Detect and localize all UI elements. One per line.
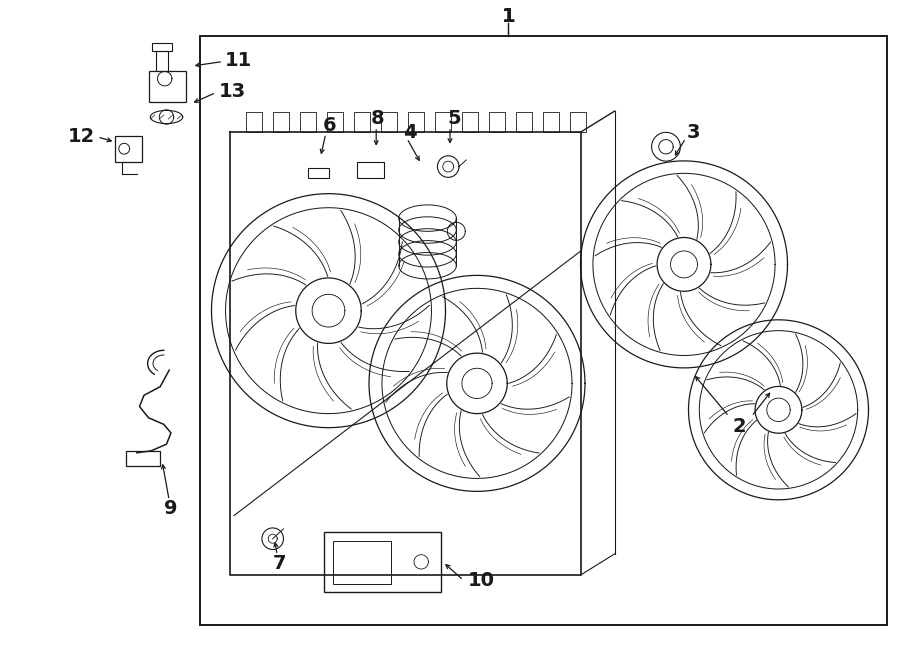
Bar [354, 112, 370, 132]
Bar [570, 112, 586, 132]
Bar [543, 112, 559, 132]
Text: 5: 5 [447, 110, 462, 128]
Bar [126, 451, 160, 466]
Text: 8: 8 [371, 110, 385, 128]
Bar [327, 112, 343, 132]
Bar [333, 541, 392, 584]
Bar [246, 112, 262, 132]
Bar [152, 43, 172, 51]
Bar [324, 532, 441, 592]
Bar [516, 112, 532, 132]
Bar [200, 36, 886, 625]
Bar [462, 112, 478, 132]
Bar [435, 112, 451, 132]
Text: 7: 7 [272, 554, 286, 572]
Bar [300, 112, 316, 132]
Text: 10: 10 [468, 571, 495, 590]
Text: 1: 1 [501, 7, 516, 26]
Bar [115, 136, 142, 162]
Bar [273, 112, 289, 132]
Bar [156, 51, 168, 71]
Bar [357, 162, 384, 178]
Text: 12: 12 [68, 128, 94, 146]
Text: 3: 3 [688, 123, 700, 141]
Text: 6: 6 [322, 116, 337, 135]
Bar [308, 168, 329, 178]
Text: 13: 13 [219, 82, 246, 100]
Text: 2: 2 [733, 417, 747, 436]
Text: 1: 1 [501, 7, 516, 26]
Bar [381, 112, 397, 132]
Bar [489, 112, 505, 132]
Text: 9: 9 [164, 500, 178, 518]
Bar [408, 112, 424, 132]
Text: 11: 11 [225, 52, 252, 70]
Bar [148, 71, 186, 102]
Text: 4: 4 [402, 123, 417, 141]
